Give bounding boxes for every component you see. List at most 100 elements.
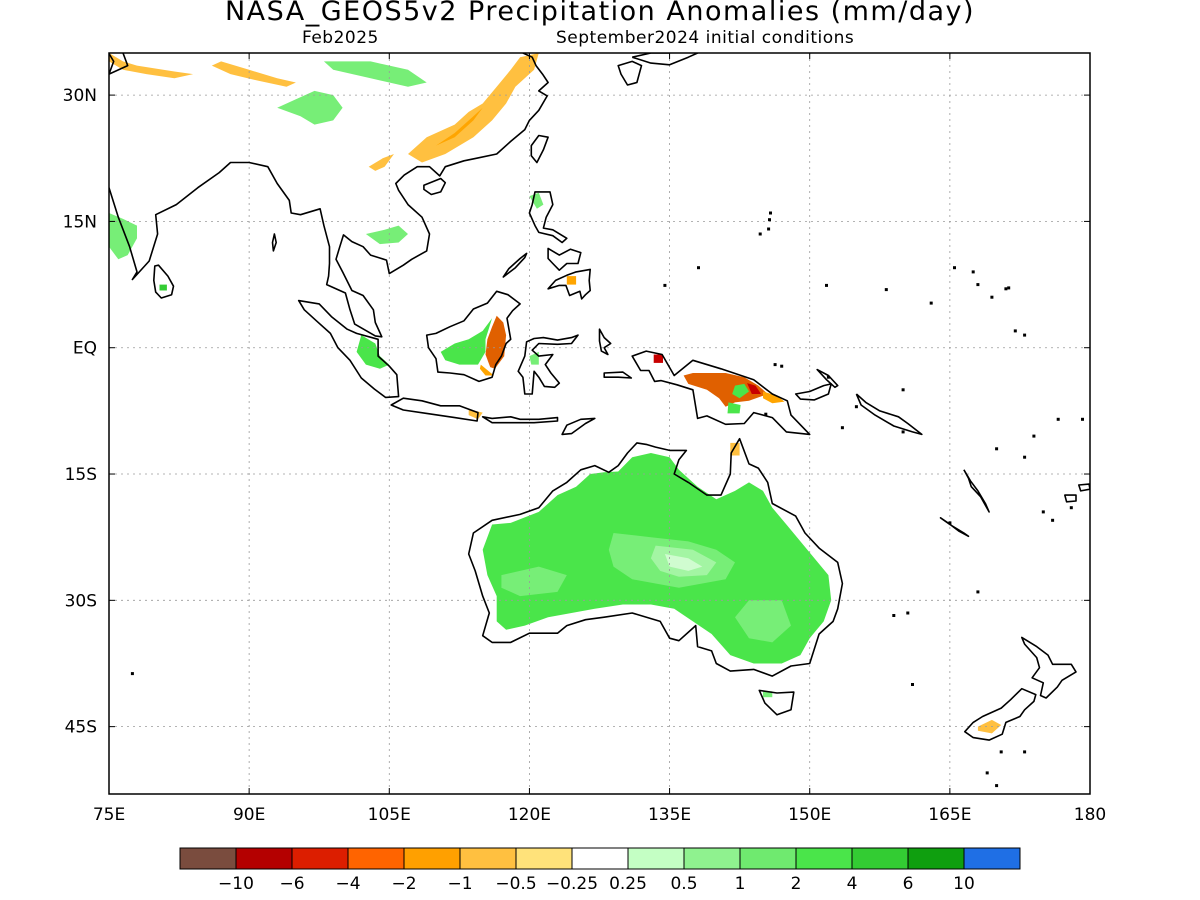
islet	[1013, 329, 1017, 333]
islet	[1051, 518, 1055, 522]
coastline-japan-kyushu	[617, 60, 643, 86]
coastline-hainan	[423, 177, 447, 196]
islet	[840, 426, 844, 430]
colorbar-swatch	[179, 847, 237, 870]
coastline-fiji	[1064, 494, 1077, 503]
islet	[976, 283, 980, 287]
lon-tick-label: 90E	[233, 805, 265, 825]
anomaly-patch	[730, 442, 740, 456]
colorbar-swatch	[963, 847, 1021, 870]
coastline-nz-south	[963, 687, 1037, 741]
anomaly-layer	[109, 53, 1002, 734]
colorbar-label: −0.25	[546, 874, 598, 894]
coastline-vanuatu	[963, 469, 990, 513]
islet	[995, 784, 999, 788]
coastline-nz-north	[1020, 636, 1077, 699]
colorbar-label: 6	[903, 874, 914, 894]
colorbar-swatch	[851, 847, 909, 870]
lon-tick-label: 105E	[368, 805, 411, 825]
anomaly-patch	[653, 354, 663, 363]
colorbar-swatch	[627, 847, 685, 870]
coastline-luzon	[528, 191, 568, 244]
islet	[1107, 523, 1110, 526]
lat-tick-label: 45S	[65, 718, 97, 738]
colorbar-label: 4	[847, 874, 858, 894]
coastline-new-britain	[794, 383, 833, 401]
anomaly-patch	[440, 318, 493, 365]
coastline-palawan	[502, 252, 528, 278]
coastline-mainland	[109, 53, 129, 75]
colorbar-swatch	[403, 847, 461, 870]
anomaly-patch	[529, 351, 539, 365]
islet	[825, 283, 828, 287]
islet	[906, 611, 910, 615]
colorbar-label: −4	[335, 874, 360, 894]
colorbar-label: 1	[735, 874, 746, 894]
anomaly-patch	[977, 719, 1002, 734]
coastline-seram	[603, 371, 633, 379]
lon-tick-label: 150E	[788, 805, 831, 825]
islet	[697, 266, 700, 270]
islet	[1081, 417, 1084, 421]
colorbar-label: −6	[279, 874, 304, 894]
islet	[999, 750, 1003, 754]
islet	[884, 288, 888, 292]
colorbar-label: −10	[218, 874, 254, 894]
coastline-timor	[561, 417, 596, 436]
lat-tick-label: 15N	[63, 212, 97, 232]
anomaly-patch	[501, 566, 567, 597]
anomaly-patch	[356, 335, 390, 369]
colorbar-swatch	[571, 847, 629, 870]
islet	[901, 430, 905, 434]
islet	[892, 614, 896, 617]
islet	[1041, 510, 1045, 514]
colorbar-label: 10	[953, 874, 975, 894]
anomaly-patch	[211, 61, 296, 87]
coastline-tasmania	[758, 689, 795, 716]
coastline-solomons	[855, 393, 923, 436]
coastline-australia	[467, 437, 844, 677]
islet	[767, 227, 771, 231]
islet	[948, 521, 952, 525]
anomaly-patch	[529, 192, 544, 209]
forecast-month: Feb2025	[302, 28, 379, 48]
islet	[773, 363, 777, 367]
colorbar-swatch	[459, 847, 517, 870]
lon-tick-label: 75E	[93, 805, 125, 825]
colorbar-swatch	[683, 847, 741, 870]
initial-conditions: September2024 initial conditions	[556, 28, 855, 48]
anomaly-patch	[109, 53, 194, 79]
coastline-new-caledonia	[939, 516, 970, 538]
islet	[758, 232, 762, 236]
colorbar-label: −0.5	[495, 874, 536, 894]
islet	[953, 266, 956, 270]
islet	[929, 301, 933, 305]
islet	[985, 771, 989, 775]
anomaly-patch	[368, 154, 394, 171]
lon-tick-label: 165E	[928, 805, 971, 825]
islet	[780, 364, 784, 368]
anomaly-patch	[365, 225, 408, 245]
islet	[1069, 506, 1073, 510]
coastline-lesser-sunda	[481, 415, 559, 424]
islet	[769, 211, 772, 215]
islet	[1056, 417, 1060, 421]
anomaly-patch	[323, 61, 427, 87]
coastline-borneo	[425, 290, 521, 383]
lon-tick-label: 180	[1074, 805, 1106, 825]
coastline-sri-lanka	[153, 264, 175, 299]
islet	[663, 283, 667, 287]
gridlines	[109, 53, 1090, 794]
anomaly-patch	[727, 402, 741, 414]
colorbar-swatch	[515, 847, 573, 870]
islet	[130, 672, 134, 676]
coastline-fiji-vanua	[1078, 483, 1090, 492]
coastline-java	[390, 397, 479, 422]
plot-frame	[108, 52, 1091, 795]
coastline-halmahera	[598, 328, 612, 356]
colorbar-swatch	[291, 847, 349, 870]
islet	[1023, 750, 1027, 754]
anomaly-patch	[735, 600, 791, 643]
coastline-japan-honshu	[631, 53, 699, 66]
